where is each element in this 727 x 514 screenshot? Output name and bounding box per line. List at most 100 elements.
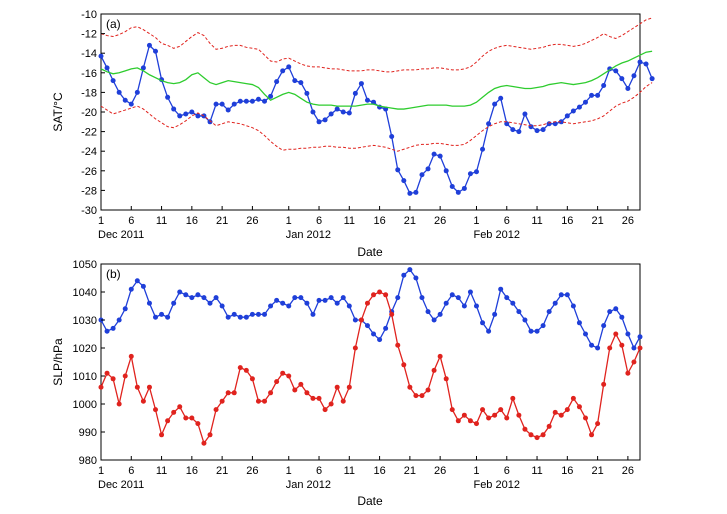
panel-b-data-point bbox=[280, 300, 286, 306]
panel-b-data-point bbox=[486, 328, 492, 334]
panel-b-data-point bbox=[431, 317, 437, 323]
panel-b-data-point bbox=[274, 297, 280, 303]
panel-a-data-point bbox=[231, 101, 237, 107]
panel-b-data-point bbox=[540, 432, 546, 438]
panel-b-x-tick-label: 6 bbox=[504, 465, 510, 477]
panel-b-data-point bbox=[116, 401, 122, 407]
panel-b-data-point bbox=[274, 379, 280, 385]
panel-b-data-point bbox=[134, 384, 140, 390]
panel-b-data-point bbox=[255, 398, 261, 404]
panel-a-label: (a) bbox=[106, 17, 121, 31]
panel-b-data-point bbox=[165, 314, 171, 320]
panel-b-y-axis-label: SLP/hPa bbox=[51, 338, 65, 386]
panel-b-x-tick-label: 26 bbox=[622, 465, 634, 477]
panel-a-data-point bbox=[249, 98, 255, 104]
panel-b-data-point bbox=[140, 283, 146, 289]
panel-a-data-point bbox=[461, 185, 467, 191]
panel-b-data-point bbox=[195, 292, 201, 298]
panel-b-data-point bbox=[298, 295, 304, 301]
panel-a-series-line bbox=[100, 17, 653, 73]
panel-b-data-point bbox=[371, 292, 377, 298]
panel-b-data-point bbox=[570, 395, 576, 401]
panel-a-x-tick-label: 26 bbox=[246, 215, 258, 227]
panel-a-data-point bbox=[104, 65, 110, 71]
panel-b-data-point bbox=[122, 306, 128, 312]
panel-b-data-point bbox=[504, 295, 510, 301]
panel-a-data-point bbox=[534, 128, 540, 134]
panel-b-data-point bbox=[364, 323, 370, 329]
panel-b-data-point bbox=[225, 314, 231, 320]
panel-b-data-point bbox=[516, 412, 522, 418]
panel-b-data-point bbox=[116, 317, 122, 323]
panel-b-data-point bbox=[292, 387, 298, 393]
panel-a-data-point bbox=[268, 93, 274, 99]
panel-b-data-point bbox=[334, 300, 340, 306]
panel-a-data-point bbox=[564, 113, 570, 119]
panel-a-data-point bbox=[286, 64, 292, 70]
panel-b-data-point bbox=[510, 300, 516, 306]
panel-a-data-point bbox=[153, 48, 159, 54]
panel-a-data-point bbox=[310, 109, 316, 115]
panel-b-data-point bbox=[146, 300, 152, 306]
panel-a-data-point bbox=[589, 92, 595, 98]
panel-b-data-point bbox=[213, 295, 219, 301]
panel-b-data-point bbox=[449, 407, 455, 413]
panel-b-x-tick-label: 26 bbox=[246, 465, 258, 477]
panel-b-data-point bbox=[383, 325, 389, 331]
panel-a-data-point bbox=[98, 53, 104, 59]
panel-b-data-point bbox=[189, 415, 195, 421]
panel-b-data-point bbox=[268, 303, 274, 309]
panel-b-data-point bbox=[171, 409, 177, 415]
panel-a-data-point bbox=[413, 189, 419, 195]
panel-a-data-point bbox=[171, 106, 177, 112]
panel-a-data-point bbox=[467, 171, 473, 177]
panel-b-data-point bbox=[140, 398, 146, 404]
panel-b-data-point bbox=[231, 390, 237, 396]
panel-a-data-point bbox=[492, 101, 498, 107]
panel-a-data-point bbox=[449, 183, 455, 189]
panel-b-data-point bbox=[195, 421, 201, 427]
panel-a-x-tick-label: 26 bbox=[434, 215, 446, 227]
panel-b-data-point bbox=[498, 286, 504, 292]
panel-b-data-point bbox=[316, 297, 322, 303]
panel-b-x-axis-label: Date bbox=[357, 494, 383, 508]
panel-b-data-point bbox=[243, 314, 249, 320]
panel-b-data-point bbox=[534, 328, 540, 334]
panel-b-data-point bbox=[213, 407, 219, 413]
panel-a-data-point bbox=[116, 89, 122, 95]
panel-a-data-point bbox=[364, 97, 370, 103]
panel-b-data-point bbox=[631, 359, 637, 365]
panel-b-data-point bbox=[328, 401, 334, 407]
panel-b-data-point bbox=[480, 407, 486, 413]
panel-b-data-point bbox=[207, 300, 213, 306]
panel-a-data-point bbox=[389, 134, 395, 139]
panel-a-data-point bbox=[298, 80, 304, 86]
panel-b-data-point bbox=[128, 286, 134, 292]
panel-b-data-point bbox=[552, 409, 558, 415]
panel-b-x-tick-label: 1 bbox=[286, 465, 292, 477]
panel-a-data-point bbox=[522, 111, 528, 117]
panel-a-data-point bbox=[110, 78, 116, 84]
panel-a-data-point bbox=[213, 101, 219, 107]
panel-b-data-point bbox=[401, 272, 407, 278]
panel-a-data-point bbox=[570, 108, 576, 114]
panel-b-data-point bbox=[534, 435, 540, 441]
panel-b-data-point bbox=[492, 311, 498, 317]
panel-b-data-point bbox=[595, 421, 601, 427]
panel-b-data-point bbox=[619, 314, 625, 320]
panel-a-data-point bbox=[625, 85, 631, 91]
panel-b-data-point bbox=[407, 384, 413, 390]
panel-a-series-line bbox=[100, 44, 653, 195]
panel-b-data-point bbox=[177, 289, 183, 295]
panel-a-x-tick-label: 6 bbox=[128, 215, 134, 227]
panel-a-data-point bbox=[419, 172, 425, 178]
panel-b-label: (b) bbox=[106, 267, 121, 281]
panel-a-data-point bbox=[473, 169, 479, 175]
panel-a-data-point bbox=[631, 73, 637, 79]
panel-b-data-point bbox=[371, 331, 377, 337]
panel-b-data-point bbox=[613, 331, 619, 337]
panel-b-data-point bbox=[455, 295, 461, 301]
panel-b-data-point bbox=[249, 311, 255, 317]
